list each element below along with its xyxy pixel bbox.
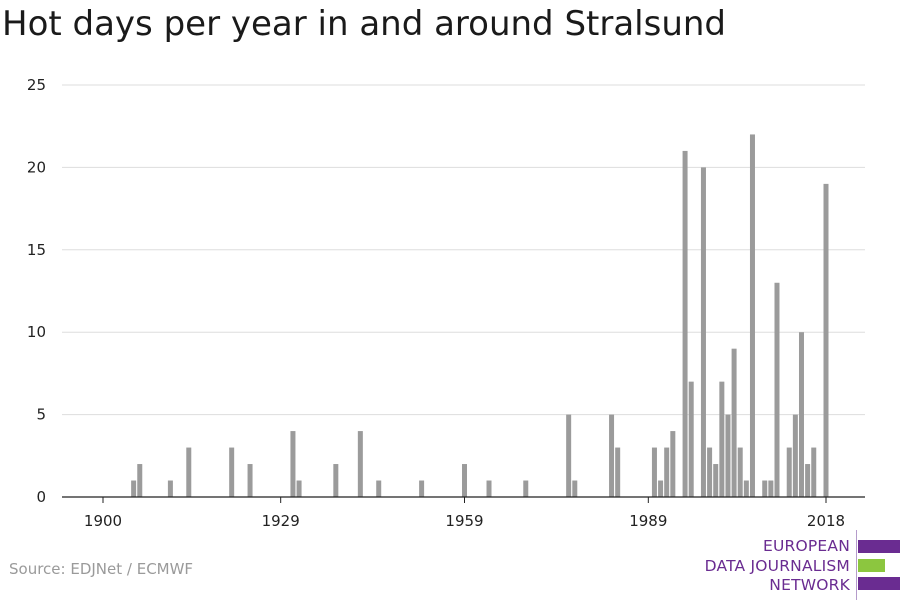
bar — [229, 447, 235, 497]
bar — [725, 414, 731, 497]
bar — [486, 480, 492, 497]
y-tick-label: 0 — [36, 488, 46, 506]
bar — [737, 447, 743, 497]
x-tick-label: 1989 — [629, 512, 667, 530]
bar — [651, 447, 657, 497]
edjnet-logo[interactable]: EUROPEAN DATA JOURNALISM NETWORK — [690, 530, 900, 600]
gridlines — [62, 84, 865, 416]
bar — [700, 167, 706, 497]
bar — [664, 447, 670, 497]
bar — [419, 480, 425, 497]
bar — [731, 348, 737, 497]
bar — [615, 447, 621, 497]
logo-text-line: NETWORK — [769, 576, 850, 594]
bar — [811, 447, 817, 497]
logo-text-line: EUROPEAN — [762, 537, 850, 555]
source-note: Source: EDJNet / ECMWF — [9, 560, 194, 578]
bar — [566, 414, 572, 497]
bar — [357, 431, 363, 497]
x-tick-label: 1959 — [445, 512, 483, 530]
bar — [131, 480, 137, 497]
bar — [186, 447, 192, 497]
bar — [572, 480, 578, 497]
y-tick-label: 15 — [27, 241, 46, 259]
axes: 0 5 10 15 20 25 1900 1929 1959 1989 2018 — [27, 76, 865, 530]
logo-bar-green — [858, 559, 885, 572]
bar — [167, 480, 173, 497]
bar — [670, 431, 676, 497]
bar — [798, 332, 804, 497]
bar — [688, 381, 694, 497]
bar — [658, 480, 664, 497]
bars — [131, 134, 829, 498]
x-tick-label: 1900 — [84, 512, 122, 530]
bar — [707, 447, 713, 497]
bar — [609, 414, 615, 497]
bar — [462, 464, 467, 497]
bar — [805, 464, 811, 497]
bar — [376, 480, 382, 497]
x-tick-label: 2018 — [807, 512, 845, 530]
bar — [290, 431, 296, 497]
bar — [719, 381, 725, 497]
bar — [247, 464, 253, 497]
bar — [749, 134, 755, 497]
chart-title: Hot days per year in and around Stralsun… — [2, 4, 727, 44]
bar — [743, 480, 749, 497]
bar — [713, 464, 719, 497]
y-tick-label: 20 — [27, 158, 46, 176]
logo-bar-purple — [858, 577, 900, 590]
bar — [137, 464, 143, 497]
y-tick-label: 10 — [27, 323, 46, 341]
bar — [786, 447, 792, 497]
bar — [296, 480, 302, 497]
bar — [523, 480, 529, 497]
logo-divider — [856, 530, 857, 600]
y-tick-label: 25 — [27, 76, 46, 94]
bar — [762, 480, 768, 497]
logo-bar-purple — [858, 540, 900, 553]
bar — [333, 464, 339, 497]
x-tick-label: 1929 — [262, 512, 300, 530]
y-tick-label: 5 — [36, 406, 46, 424]
bar — [792, 414, 798, 497]
logo-text-line: DATA JOURNALISM — [704, 557, 850, 575]
bar — [823, 183, 829, 497]
bar — [768, 480, 774, 497]
bar — [682, 150, 688, 498]
bar — [774, 282, 780, 497]
